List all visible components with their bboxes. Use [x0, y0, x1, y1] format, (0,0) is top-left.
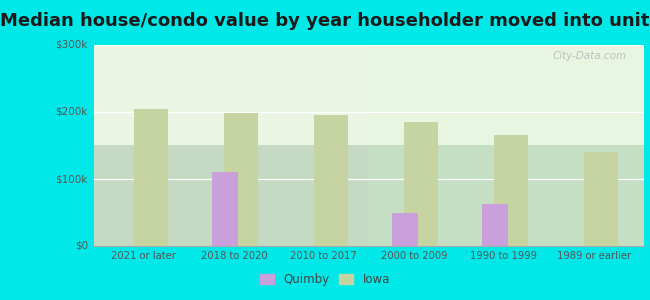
Text: Median house/condo value by year householder moved into unit: Median house/condo value by year househo…	[0, 12, 650, 30]
Bar	[134, 109, 168, 246]
Text: $100k: $100k	[55, 174, 88, 184]
Bar	[404, 122, 438, 246]
Text: $300k: $300k	[55, 40, 88, 50]
Legend: Quimby, Iowa: Quimby, Iowa	[255, 269, 395, 291]
Bar	[494, 135, 528, 246]
Bar	[224, 113, 258, 246]
Bar	[314, 115, 348, 246]
Bar	[212, 172, 238, 246]
Bar	[482, 205, 508, 246]
Text: City-Data.com: City-Data.com	[553, 51, 627, 61]
Text: $200k: $200k	[55, 107, 88, 117]
Text: $0: $0	[75, 241, 88, 251]
Bar	[392, 212, 418, 246]
Bar	[584, 152, 618, 246]
